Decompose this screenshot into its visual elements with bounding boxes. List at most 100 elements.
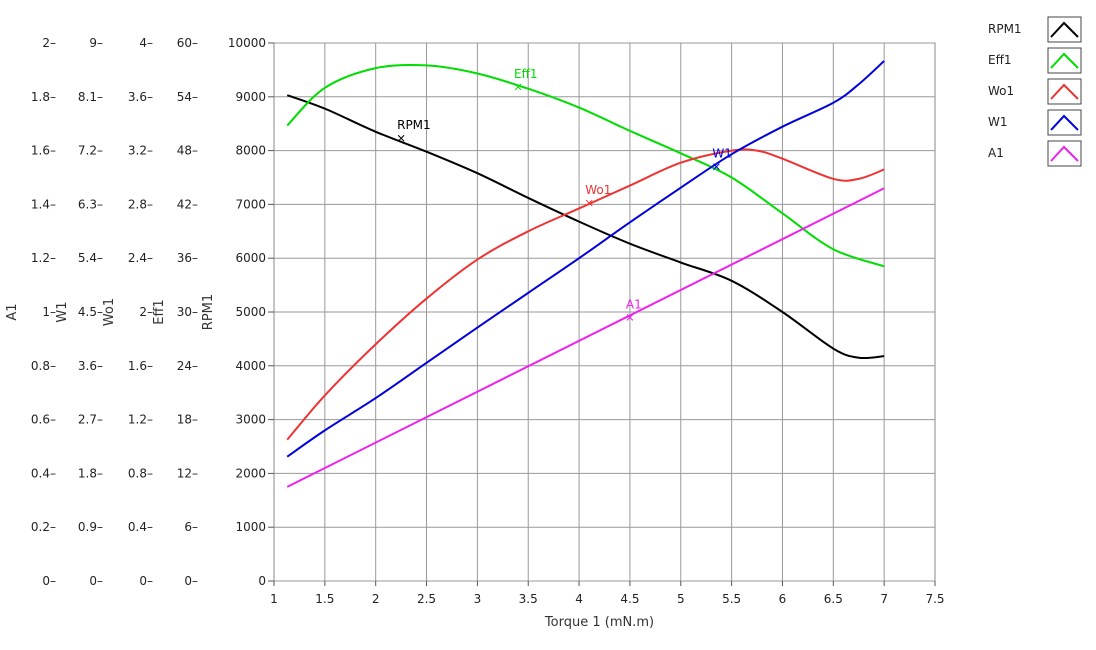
- y-tick-label: 30–: [177, 305, 198, 319]
- series-label-marker: [626, 314, 634, 321]
- x-tick-label: 4: [575, 592, 583, 606]
- legend-item-a1: A1: [988, 140, 1082, 167]
- y-tick-label: 5000: [235, 305, 266, 319]
- y-tick-label: 8.1–: [78, 90, 103, 104]
- y-tick-label: 0.8–: [31, 359, 56, 373]
- y-axis-eff1: 0– 6– 12– 18– 24– 30– 36– 42– 48– 54– 60– Eff1: [152, 36, 198, 588]
- y-tick-label: 5.4–: [78, 251, 103, 265]
- y-tick-label: 4–: [139, 36, 153, 50]
- x-tick-label: 2: [372, 592, 380, 606]
- y-tick-label: 0–: [139, 574, 153, 588]
- y-tick-label: 9000: [235, 90, 266, 104]
- y-tick-label: 0.9–: [78, 520, 103, 534]
- legend-label: Eff1: [988, 53, 1011, 67]
- legend: RPM1 Eff1 Wo1 W1 A1: [988, 16, 1082, 167]
- legend-item-rpm1: RPM1: [988, 16, 1082, 43]
- legend-item-w1: W1: [988, 109, 1082, 136]
- y-tick-label: 0–: [89, 574, 103, 588]
- series-label-w1: W1: [712, 147, 732, 161]
- y-tick-label: 2.7–: [78, 413, 103, 427]
- legend-swatch-line: [1050, 21, 1079, 38]
- y-tick-label: 8000: [235, 144, 266, 158]
- y-tick-label: 2.4–: [128, 251, 153, 265]
- series-label-eff1: Eff1: [514, 67, 537, 81]
- y-tick-label: 12–: [177, 466, 198, 480]
- x-tick-label: 1: [270, 592, 278, 606]
- y-axis-w1: 0– 0.9– 1.8– 2.7– 3.6– 4.5– 5.4– 6.3– 7.2– 8.1– 9–…: [55, 36, 103, 588]
- y-tick-label: 54–: [177, 90, 198, 104]
- y-tick-label: 4000: [235, 359, 266, 373]
- x-axis: Torque 1 (mN.m) 1 1.5 2 2.5 3 3.5 4 4.5 5 5.5 6 6.5…: [270, 581, 945, 630]
- series-label-marker: [585, 199, 593, 207]
- y-tick-label: 0.6–: [31, 413, 56, 427]
- series-line-w1: [286, 60, 885, 458]
- x-tick-label: 2.5: [417, 592, 436, 606]
- legend-swatch-line: [1050, 52, 1079, 69]
- y-tick-label: 1000: [235, 520, 266, 534]
- y-tick-label: 1.6–: [128, 359, 153, 373]
- y-tick-label: 1–: [42, 305, 56, 319]
- y-tick-label: 1.2–: [128, 413, 153, 427]
- x-axis-title: Torque 1 (mN.m): [544, 615, 654, 630]
- y-tick-label: 0.4–: [128, 520, 153, 534]
- x-tick-label: 6: [779, 592, 787, 606]
- y-tick-label: 2.8–: [128, 197, 153, 211]
- series-label-rpm1: RPM1: [397, 118, 431, 132]
- series-label-marker: [514, 83, 522, 91]
- grid: [273, 42, 936, 582]
- y-axis-title: Wo1: [102, 298, 117, 326]
- y-tick-label: 0.2–: [31, 520, 56, 534]
- y-tick-label: 3000: [235, 413, 266, 427]
- y-axis-rpm1: 0 1000 2000 3000 4000 5000 6000 7000 8000 9000 100…: [201, 36, 274, 588]
- legend-swatch: [1047, 78, 1082, 105]
- series-label-marker: [713, 163, 720, 171]
- y-tick-label: 1.6–: [31, 144, 56, 158]
- y-tick-label: 2–: [139, 305, 153, 319]
- legend-label: W1: [988, 115, 1008, 129]
- legend-label: A1: [988, 146, 1004, 160]
- x-tick-label: 3: [474, 592, 482, 606]
- y-tick-label: 0.8–: [128, 466, 153, 480]
- y-tick-label: 4.5–: [78, 305, 103, 319]
- y-axis-a1: 0– 0.2– 0.4– 0.6– 0.8– 1– 1.2– 1.4– 1.6– 1.8– 2– A1: [5, 36, 56, 588]
- series-line-wo1: [286, 148, 885, 441]
- y-axis-title: A1: [5, 303, 20, 320]
- y-tick-label: 42–: [177, 197, 198, 211]
- y-axes: 0– 0.2– 0.4– 0.6– 0.8– 1– 1.2– 1.4– 1.6– 1.8– 2– A1…: [5, 36, 274, 588]
- y-tick-label: 1.8–: [31, 90, 56, 104]
- y-tick-label: 60–: [177, 36, 198, 50]
- y-tick-label: 7000: [235, 197, 266, 211]
- legend-item-wo1: Wo1: [988, 78, 1082, 105]
- series-lines: [286, 60, 885, 488]
- legend-swatch: [1047, 47, 1082, 74]
- y-axis-title: RPM1: [201, 294, 216, 330]
- legend-item-eff1: Eff1: [988, 47, 1082, 74]
- y-axis-wo1: 0– 0.4– 0.8– 1.2– 1.6– 2– 2.4– 2.8– 3.2– 3.6– 4– Wo…: [102, 36, 153, 588]
- y-axis-title: Eff1: [152, 299, 167, 324]
- y-tick-label: 6000: [235, 251, 266, 265]
- legend-swatch: [1047, 109, 1082, 136]
- y-tick-label: 6.3–: [78, 197, 103, 211]
- y-tick-label: 2000: [235, 466, 266, 480]
- y-tick-label: 1.8–: [78, 466, 103, 480]
- legend-swatch-line: [1050, 114, 1079, 131]
- legend-swatch-line: [1050, 145, 1079, 162]
- series-label-a1: A1: [626, 297, 642, 311]
- x-tick-label: 7: [880, 592, 888, 606]
- y-tick-label: 0.4–: [31, 466, 56, 480]
- y-tick-label: 18–: [177, 413, 198, 427]
- series-labels: RPM1 Eff1 Wo1 W1 A1: [397, 67, 732, 321]
- series-line-rpm1: [286, 94, 885, 360]
- x-tick-label: 5: [677, 592, 685, 606]
- y-tick-label: 24–: [177, 359, 198, 373]
- x-tick-label: 5.5: [722, 592, 741, 606]
- legend-swatch-line: [1050, 83, 1079, 100]
- x-tick-label: 6.5: [824, 592, 843, 606]
- series-label-marker: [397, 134, 405, 142]
- y-tick-label: 3.6–: [78, 359, 103, 373]
- y-tick-label: 6–: [184, 520, 198, 534]
- legend-swatch: [1047, 16, 1082, 43]
- y-tick-label: 48–: [177, 144, 198, 158]
- y-tick-label: 3.6–: [128, 90, 153, 104]
